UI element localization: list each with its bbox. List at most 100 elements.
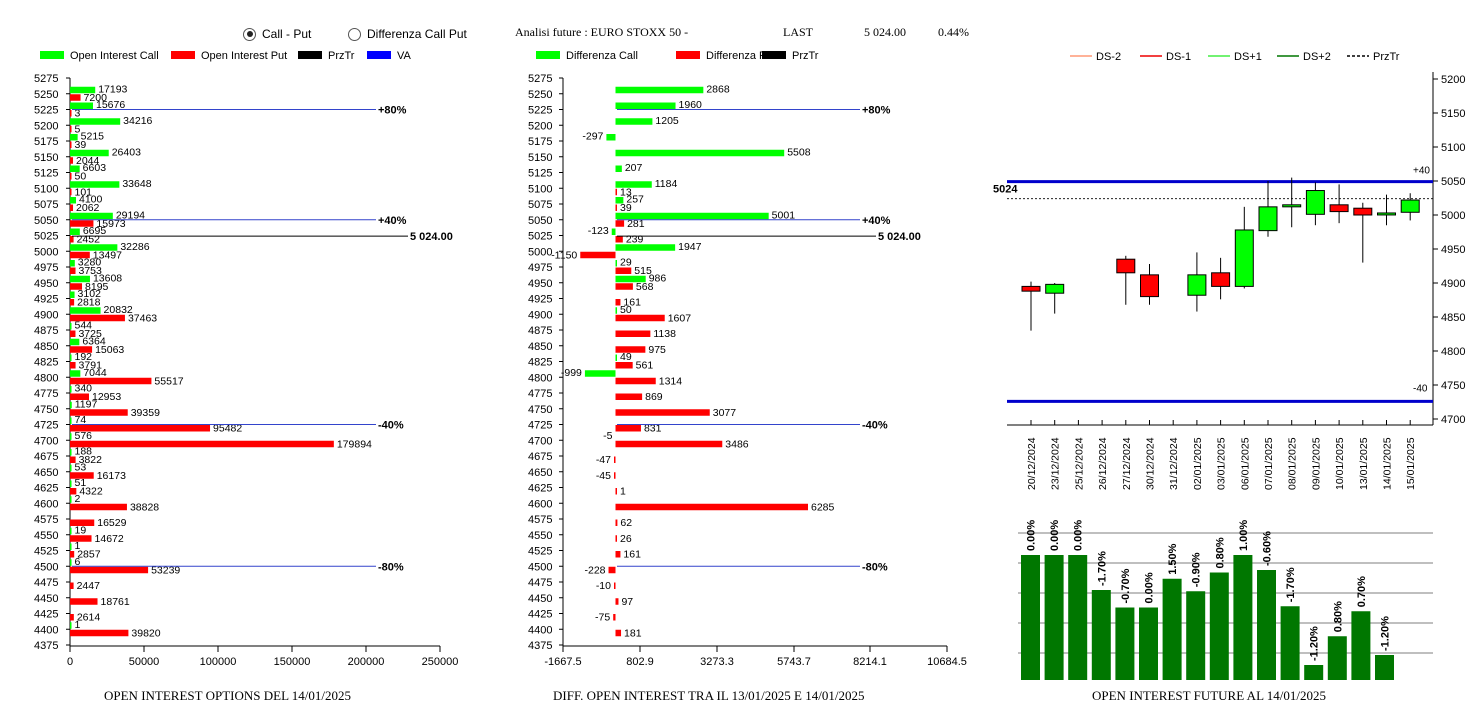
bar-call [70,480,72,487]
strike-label: 5250 [34,89,58,101]
strike-label: 4575 [528,514,552,526]
bar-put-value: 26 [620,533,632,545]
bar-call-value: 6603 [83,162,107,174]
oi-future-label: 0.00% [1049,520,1061,551]
open-interest-future-chart: 0.00% 0.00% 0.00% -1.70% -0.70% 0.00% 1.50% -0.… [1007,500,1450,680]
bar-put-value: 15063 [95,344,124,356]
oi-future-bar [1257,570,1276,680]
date-label: 25/12/2024 [1073,437,1085,490]
y-tick-label: 5000 [1441,210,1465,222]
date-label: 14/01/2025 [1382,437,1394,490]
legend-label-1: Open Interest Put [201,50,287,62]
bar-put [615,503,808,511]
candle-body [1400,199,1420,213]
bar-call-value: 1960 [679,99,703,111]
strike-label: 4825 [528,357,552,369]
y-tick-label: 5050 [1441,176,1465,188]
bar-call [70,386,72,393]
bar-call [70,165,80,172]
bar-put [615,377,656,385]
date-label: 31/12/2024 [1168,437,1180,490]
strike-label: 5000 [528,246,552,258]
bar-call [70,260,75,267]
legend-label-0: Open Interest Call [70,50,159,62]
bar-put-value: 1 [620,486,626,498]
date-label: 15/01/2025 [1405,437,1417,490]
x-tick-label: 3273.3 [700,656,734,668]
bar-call [70,86,96,94]
bar-put [615,362,633,369]
strike-label: 5075 [528,199,552,211]
bar-call-value: 6 [75,556,81,568]
bar-call-value: 1947 [678,241,702,253]
bar-put [615,236,623,243]
bar-call [615,86,704,94]
bar-put-value: 55517 [154,375,183,387]
last-label: 5024 [993,184,1018,196]
candle-body [1116,258,1136,274]
strike-label: 4625 [34,483,58,495]
bar-put-value: 15973 [96,218,125,230]
bar-put [615,409,710,416]
bar-put-value: 13497 [93,249,122,261]
bar-put-value: -45 [596,470,611,482]
strike-label: 4375 [528,640,552,652]
bar-put [70,346,93,353]
bar-put-value: 3725 [78,328,102,340]
bar-put-value: 161 [623,297,641,309]
candle-body [1045,283,1065,294]
bar-put-value: 6285 [811,501,835,513]
bar-call [615,118,653,125]
bar-put [70,283,83,290]
strike-label: 4925 [528,294,552,306]
x-tick-label: 100000 [200,656,237,668]
radio-unselected-icon [348,27,361,41]
oi-future-label: 0.00% [1144,572,1156,603]
strike-label: 4500 [34,561,58,573]
bar-call [615,244,676,251]
candle-body [1329,204,1349,213]
bar-put-value: 1138 [653,328,676,340]
bar-put-value: 3 [75,108,81,120]
bar-put [70,456,76,463]
bar-put [70,125,72,133]
oi-future-label: 0.00% [1073,520,1085,551]
bar-call [584,370,616,377]
oi-future-label: -0.70% [1120,568,1132,603]
strike-label: 4425 [34,609,58,621]
oi-future-bar [1327,636,1347,680]
bar-put-value: 39359 [131,407,160,419]
bar-put [615,519,618,526]
candle-body [1211,272,1231,287]
bar-put [615,488,617,495]
last-label: LAST [783,25,813,39]
strike-label: 4950 [34,278,58,290]
strike-label: 5050 [34,215,58,227]
strike-label: 4750 [528,404,552,416]
diff-open-interest-chart: Differenza Call Differenza Put PrzTr 5275 52… [528,50,967,668]
x-tick-label: 200000 [348,656,385,668]
lower-band-label: -40 [1413,383,1428,394]
radio-call-put[interactable]: Call - Put [243,27,311,41]
strike-label: 4650 [34,467,58,479]
oi-future-bar [1162,578,1182,680]
legend-label-0: Differenza Call [566,50,638,62]
page-title: Analisi future : EURO STOXX 50 - [515,25,689,39]
x-tick-label: -1667.5 [544,656,581,668]
strike-label: 4450 [34,593,58,605]
oi-future-bar [1351,611,1371,680]
bar-call-value: 340 [75,383,93,395]
bar-call-value: 33648 [122,178,151,190]
upper-band-label: +40 [1413,166,1430,177]
strike-label: 4375 [34,640,58,652]
bar-call-value: 26403 [112,146,141,158]
oi-future-bar [1021,555,1040,680]
radio-differenza[interactable]: Differenza Call Put [348,27,467,41]
bar-call-value: 4100 [79,194,103,206]
bar-call-value: 1184 [655,178,678,190]
bar-put-value: 14672 [95,533,124,545]
strike-label: 4875 [34,325,58,337]
x-tick-label: 250000 [422,656,459,668]
oi-future-label: 0.00% [1026,520,1038,551]
bar-put-value: 568 [636,281,654,293]
